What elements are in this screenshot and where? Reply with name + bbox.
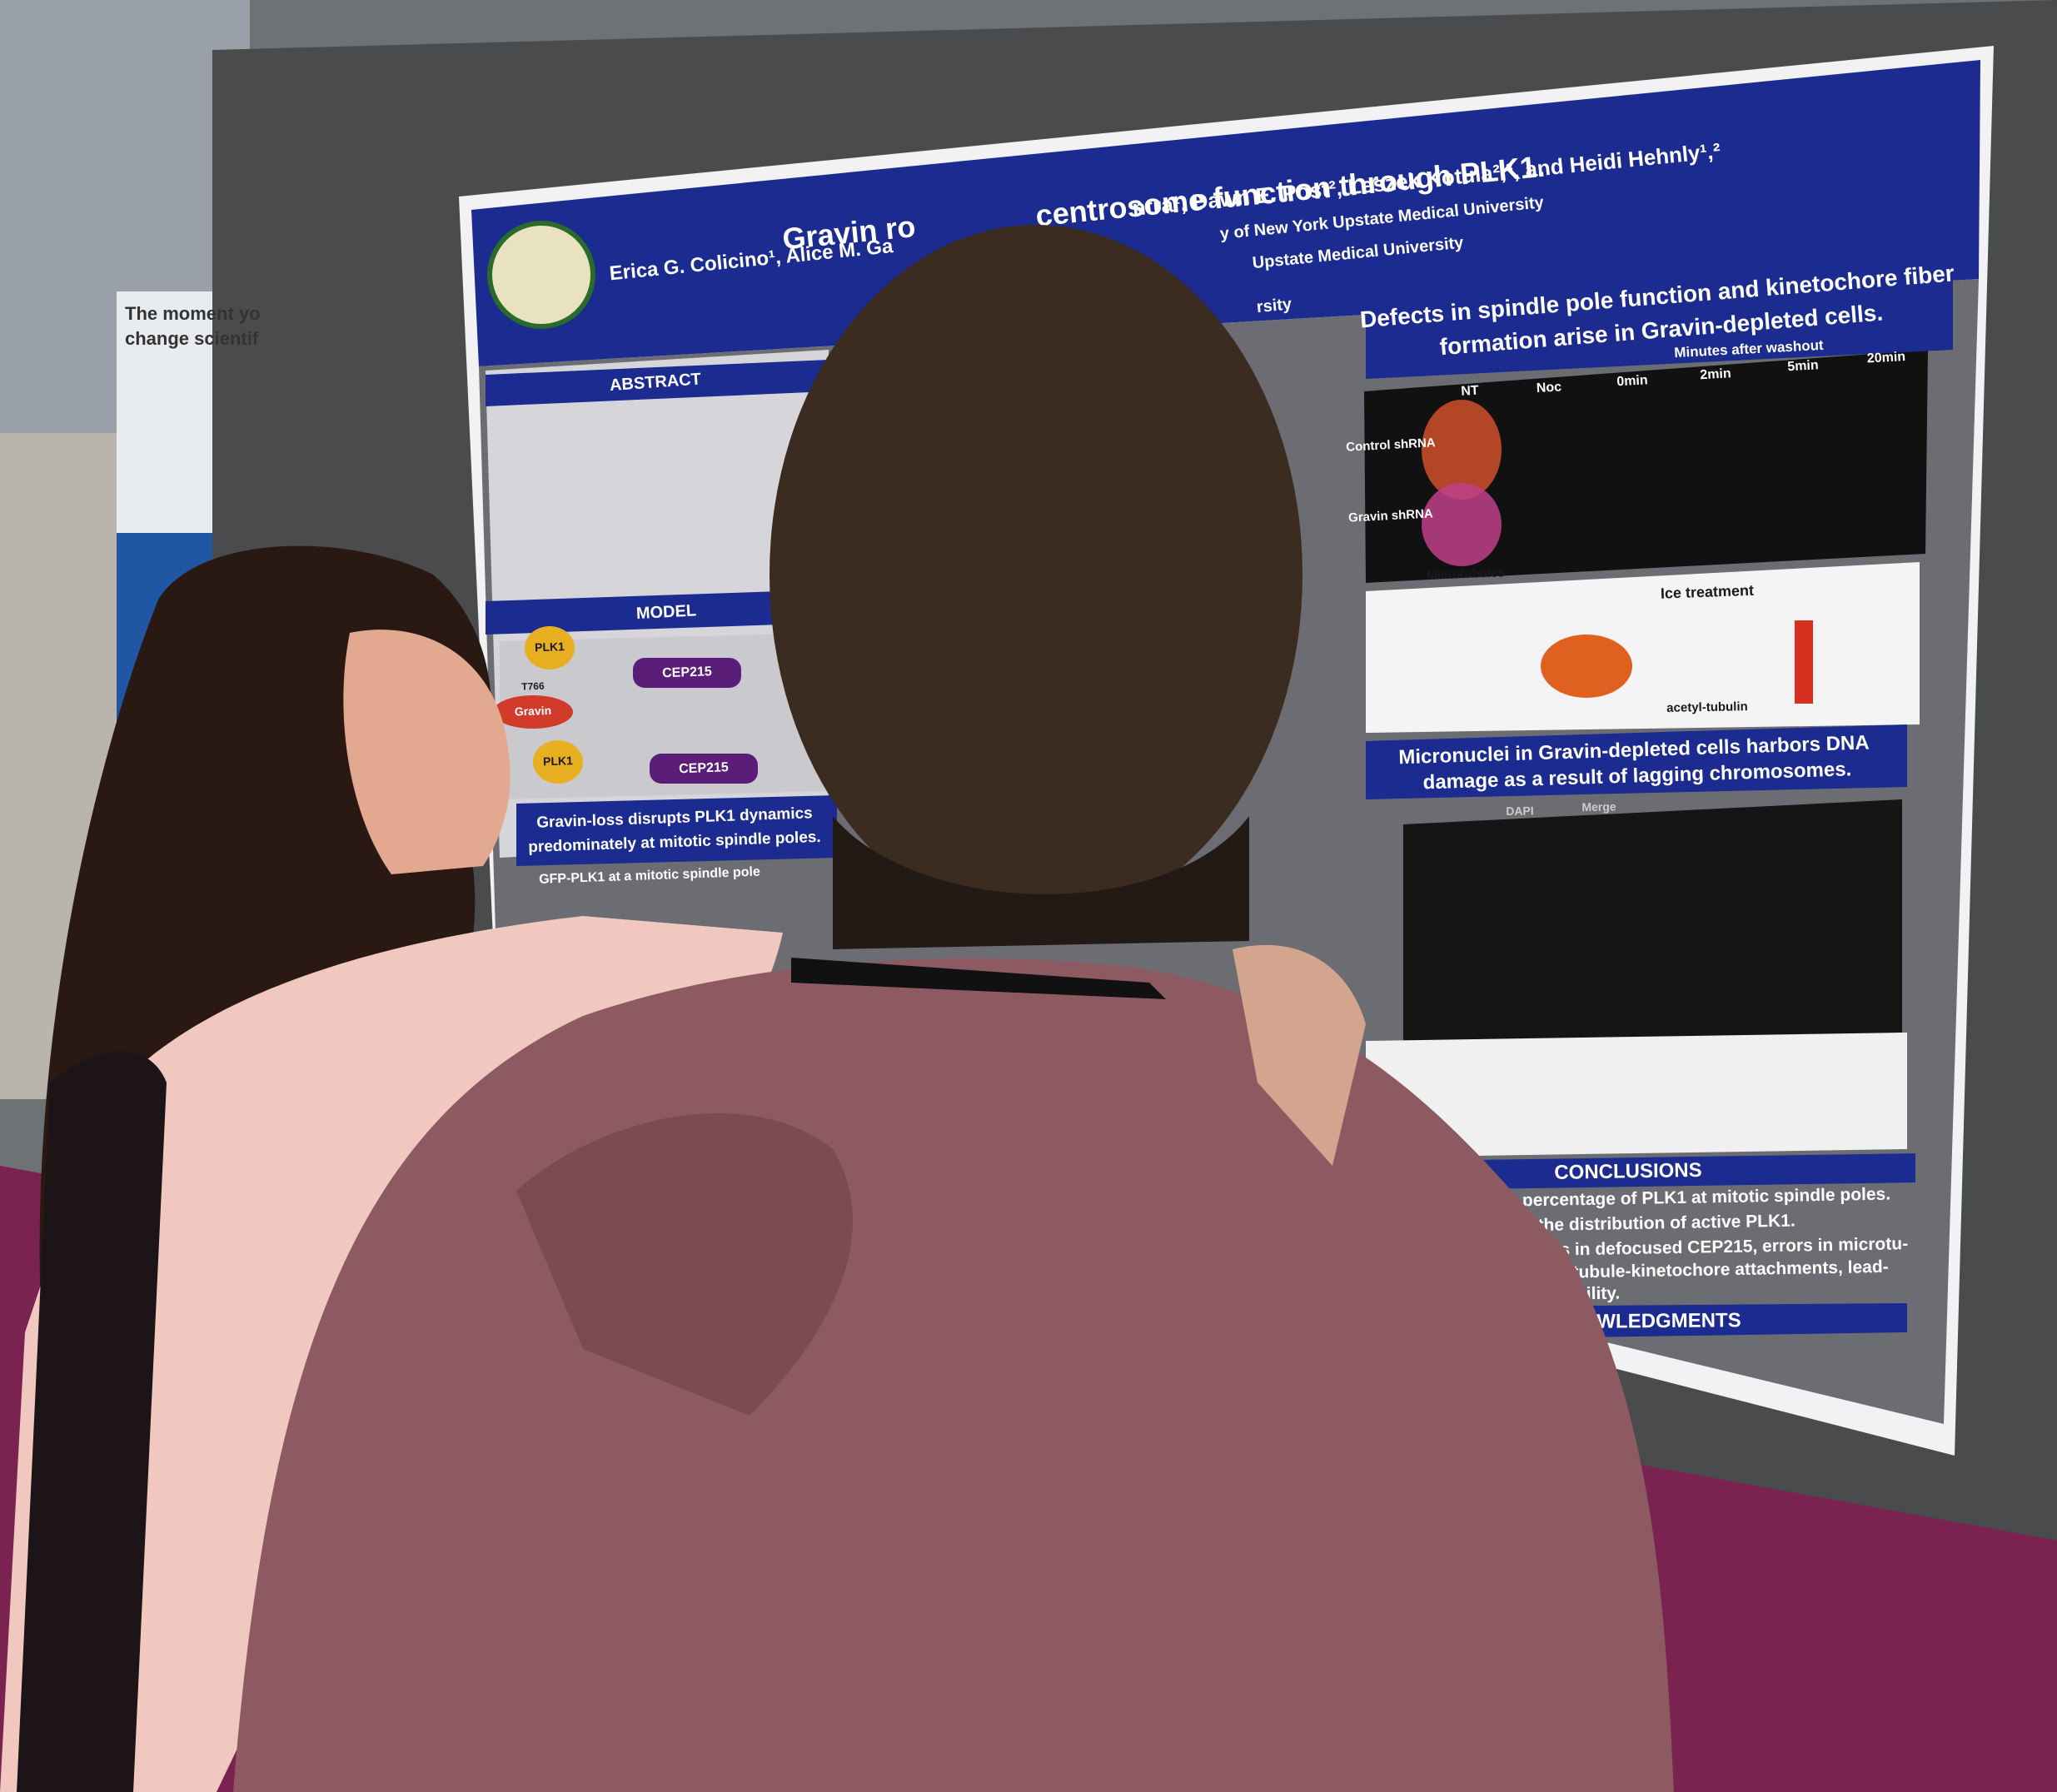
model-label: PLK1 — [543, 754, 574, 768]
model-cep215-shape — [633, 658, 741, 688]
abstract-band — [486, 360, 829, 406]
model-label: Gravin — [515, 704, 552, 719]
figure-label: Gravin shRNA — [1348, 506, 1434, 525]
model-band — [486, 590, 829, 635]
figure-label: NT — [1461, 384, 1479, 399]
section-heading: MODEL — [635, 601, 696, 623]
figure-panel-micronuclei — [1403, 799, 1902, 1049]
spindle-image — [1541, 635, 1632, 698]
model-label: CEP215 — [679, 760, 729, 776]
model-label: PLK1 — [535, 640, 565, 654]
figure-label: Microtubules — [1427, 565, 1505, 582]
figure-panel-bcd — [1366, 562, 1920, 733]
spindle-image — [1422, 400, 1502, 500]
man-neck-beard — [833, 816, 1249, 949]
hood — [516, 1113, 853, 1416]
figure-label: Control shRNA — [1346, 436, 1436, 455]
figure-label: Merge — [1581, 799, 1616, 814]
figure-bar — [1795, 620, 1813, 704]
figure-label: 0min — [1616, 373, 1648, 389]
figure-label: Ice treatment — [1661, 582, 1755, 602]
figure-label: DAPI — [1506, 804, 1534, 818]
man-hand — [1233, 944, 1366, 1166]
section-heading: CONCLUSIONS — [1554, 1159, 1702, 1184]
figure-label: 20min — [1866, 350, 1905, 366]
figure-label: acetyl-tubulin — [1666, 699, 1748, 715]
figure-label: Noc — [1536, 380, 1561, 396]
figure-panel-def — [1366, 1033, 1907, 1157]
figure-label: 2min — [1700, 366, 1731, 382]
model-label: CEP215 — [662, 665, 712, 680]
model-plk1-shape — [525, 626, 575, 670]
model-label: T766 — [521, 680, 545, 693]
model-plk1-shape — [533, 740, 583, 784]
conclusions-band — [1366, 1153, 1915, 1191]
poster-affiliation: rsity — [1256, 295, 1293, 316]
model-gravin-shape — [493, 695, 573, 729]
woman-lace-sleeve — [17, 1051, 167, 1792]
micronuclei-band — [1366, 724, 1907, 799]
spindle-image — [1422, 483, 1502, 566]
plk1-band — [516, 795, 837, 866]
model-cep215-shape — [650, 754, 758, 784]
banner-text: The moment yo — [125, 303, 261, 324]
figure-panel-a — [1364, 350, 1928, 583]
woman-face — [343, 630, 511, 874]
lanyard — [791, 958, 1166, 999]
figure-label: 5min — [1787, 358, 1819, 374]
man-hair — [770, 225, 1302, 924]
defects-band — [1366, 258, 1953, 379]
university-seal — [487, 221, 595, 329]
banner-text: change scientif — [125, 328, 259, 349]
